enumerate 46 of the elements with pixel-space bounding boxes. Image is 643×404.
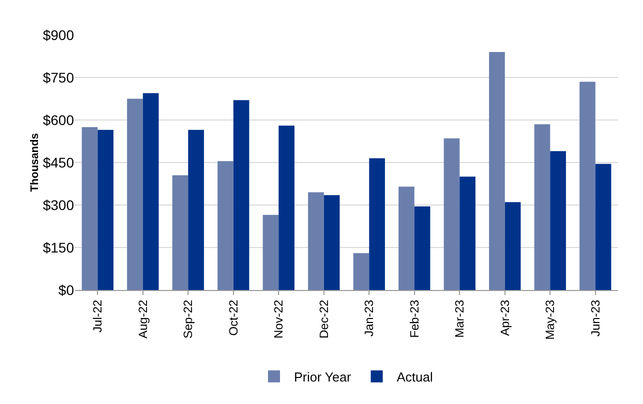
bar xyxy=(324,195,340,290)
y-tick-label: $750 xyxy=(42,69,74,86)
y-tick-label: $900 xyxy=(42,26,74,43)
y-tick-label: $600 xyxy=(42,112,74,128)
x-tick-label: Dec-22 xyxy=(316,299,331,338)
y-axis-title: Thousands xyxy=(28,133,41,192)
x-tick-label: Oct-22 xyxy=(226,299,240,336)
bar xyxy=(82,127,98,290)
bar xyxy=(460,176,476,290)
bar xyxy=(534,124,550,290)
bar xyxy=(550,151,566,290)
bar xyxy=(489,52,505,290)
x-tick-label: Jul-22 xyxy=(90,299,105,332)
bar xyxy=(188,130,204,290)
bar xyxy=(172,175,188,290)
bar xyxy=(98,130,114,290)
x-tick-label: Jun-23 xyxy=(588,299,602,337)
bar xyxy=(233,100,250,290)
bar xyxy=(444,138,460,290)
bar xyxy=(218,161,234,290)
bar xyxy=(278,126,294,290)
x-tick-label: Apr-23 xyxy=(498,299,512,336)
bar xyxy=(414,206,430,290)
legend-label: Prior Year xyxy=(294,369,352,384)
bar xyxy=(262,214,279,290)
bar xyxy=(595,164,612,290)
bar xyxy=(353,253,370,290)
x-tick-label: Mar-23 xyxy=(452,299,467,338)
bar xyxy=(369,158,385,290)
bar xyxy=(398,186,414,290)
x-tick-label: May-23 xyxy=(543,299,558,340)
y-tick-label: $0 xyxy=(58,282,74,298)
x-tick-label: Feb-23 xyxy=(407,299,422,338)
y-tick-label: $450 xyxy=(42,154,74,170)
x-tick-label: Nov-22 xyxy=(272,299,286,338)
x-tick-label: Aug-22 xyxy=(136,299,150,339)
legend-label: Actual xyxy=(396,369,434,384)
y-tick-label: $150 xyxy=(42,239,74,256)
bar xyxy=(308,192,324,290)
bar xyxy=(142,93,159,290)
x-tick-label: Jan-23 xyxy=(362,299,376,337)
bar xyxy=(127,98,143,290)
bar xyxy=(580,82,596,290)
y-tick-label: $300 xyxy=(42,196,74,213)
x-tick-label: Sep-22 xyxy=(181,299,196,339)
bar xyxy=(504,202,521,290)
